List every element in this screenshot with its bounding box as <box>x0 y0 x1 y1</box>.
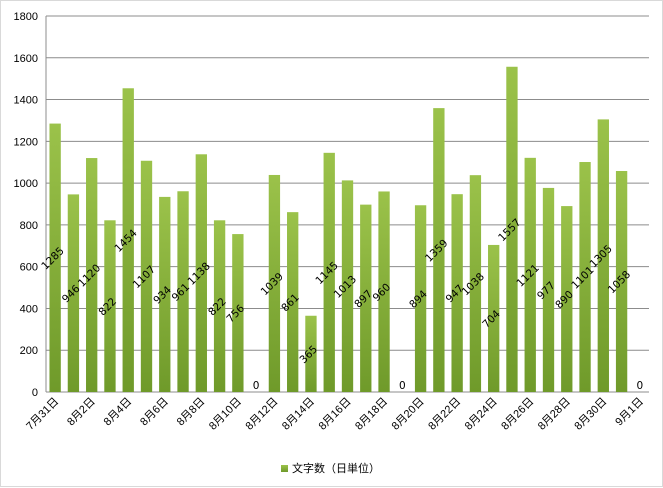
bar <box>433 108 445 393</box>
data-label: 961 <box>170 281 193 304</box>
bar <box>213 220 226 392</box>
bar <box>140 160 153 392</box>
x-tick-label: 8月18日 <box>353 396 390 433</box>
y-tick-label: 1600 <box>14 53 38 65</box>
x-tick-label: 8月8日 <box>175 396 208 429</box>
data-label: 894 <box>407 288 430 311</box>
bar <box>561 206 573 392</box>
bar <box>451 194 463 392</box>
x-tick-label: 8月24日 <box>463 396 500 433</box>
y-tick-label: 800 <box>20 220 38 232</box>
bar <box>104 220 116 392</box>
data-label: 897 <box>352 288 375 311</box>
bar <box>232 234 244 392</box>
y-tick-label: 400 <box>20 303 38 315</box>
bar <box>506 66 518 392</box>
data-label: 861 <box>279 292 302 315</box>
x-tick-label: 8月10日 <box>207 396 244 433</box>
x-tick-label: 8月4日 <box>102 396 135 429</box>
x-tick-label: 7月31日 <box>24 396 61 433</box>
legend: 文字数（日単位） <box>281 460 380 476</box>
data-label: 0 <box>253 380 260 392</box>
bar <box>360 204 372 392</box>
legend-label: 文字数（日単位） <box>292 462 380 475</box>
bar <box>579 162 591 392</box>
bar <box>86 158 98 392</box>
x-tick-label: 8月28日 <box>536 396 573 433</box>
bar <box>542 187 555 392</box>
legend-swatch <box>281 464 288 472</box>
bar <box>341 180 354 392</box>
y-tick-label: 1200 <box>14 136 38 148</box>
bar <box>177 191 189 392</box>
y-tick-label: 200 <box>20 345 38 357</box>
bar <box>615 170 628 392</box>
y-tick-label: 600 <box>20 262 38 274</box>
x-tick-label: 8月2日 <box>65 396 98 429</box>
y-tick-label: 1400 <box>14 95 38 107</box>
y-tick-label: 1800 <box>14 11 38 23</box>
x-tick-label: 8月30日 <box>572 396 609 433</box>
bar <box>122 88 134 392</box>
data-label: 365 <box>298 343 321 366</box>
bar <box>287 212 299 392</box>
bar <box>159 196 171 392</box>
bar <box>323 152 335 392</box>
bar <box>524 157 536 392</box>
data-label: 704 <box>480 308 503 331</box>
bar <box>378 191 390 392</box>
data-label: 756 <box>224 302 247 325</box>
data-label: 890 <box>553 289 576 312</box>
bar <box>195 154 207 392</box>
bar <box>597 119 609 393</box>
bar <box>268 174 281 392</box>
y-tick-label: 0 <box>32 387 38 399</box>
data-label: 0 <box>399 380 406 392</box>
x-tick-label: 8月20日 <box>390 396 427 433</box>
x-tick-label: 9月1日 <box>613 396 646 429</box>
bar <box>67 194 80 392</box>
bar <box>305 315 317 392</box>
bar <box>469 175 482 392</box>
x-tick-label: 8月16日 <box>317 396 354 433</box>
x-tick-label: 8月22日 <box>426 396 463 433</box>
data-label: 822 <box>97 296 120 319</box>
bar <box>49 123 61 393</box>
x-tick-label: 8月26日 <box>499 396 536 433</box>
x-tick-label: 8月6日 <box>138 396 171 429</box>
x-tick-label: 8月14日 <box>280 396 317 433</box>
bar <box>488 244 500 392</box>
data-label: 960 <box>371 281 394 304</box>
y-tick-label: 1000 <box>14 178 38 190</box>
data-label: 977 <box>535 280 558 303</box>
bar <box>414 205 427 392</box>
data-label: 0 <box>637 380 644 392</box>
x-tick-label: 8月12日 <box>244 396 281 433</box>
